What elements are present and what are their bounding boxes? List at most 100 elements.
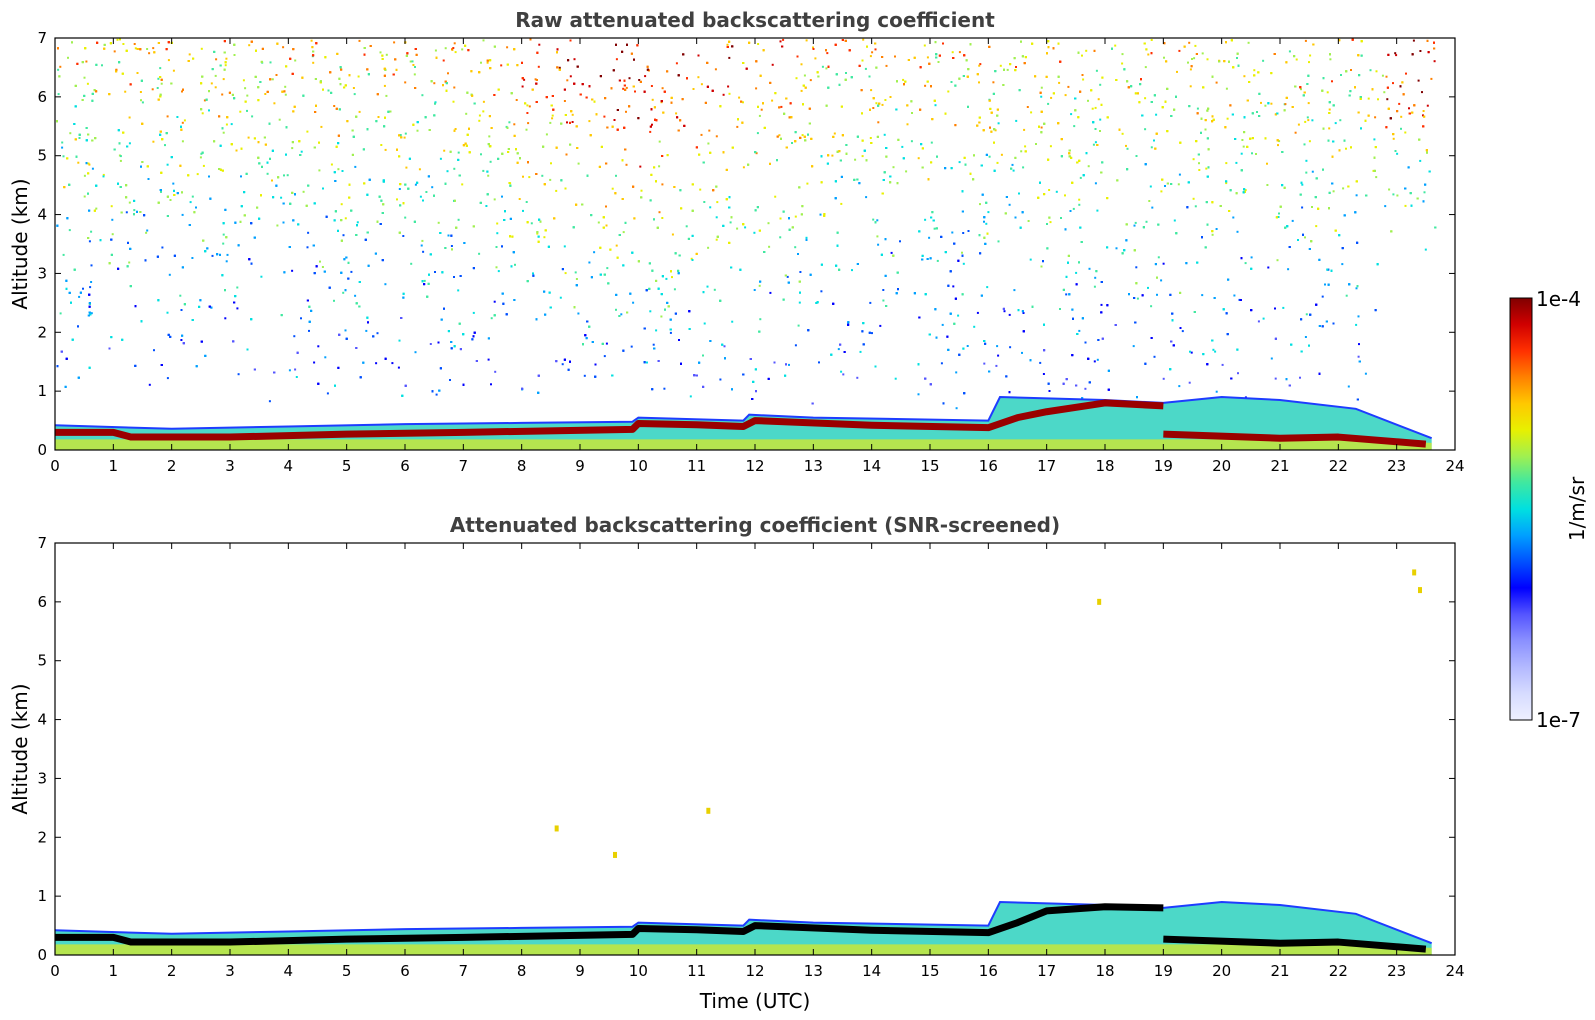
noise-pixel [271, 78, 274, 81]
noise-pixel [160, 190, 162, 193]
noise-pixel [1092, 143, 1095, 146]
noise-pixel [1176, 70, 1178, 73]
noise-pixel [1405, 72, 1407, 75]
noise-pixel [877, 243, 880, 246]
noise-pixel [169, 199, 172, 201]
noise-pixel [1147, 53, 1150, 56]
noise-pixel [1153, 355, 1156, 358]
noise-pixel [630, 345, 633, 348]
noise-pixel [713, 288, 716, 291]
noise-pixel [283, 174, 285, 177]
noise-pixel [605, 205, 607, 208]
noise-pixel [906, 123, 909, 126]
noise-pixel [625, 110, 627, 113]
noise-pixel [140, 99, 142, 102]
noise-pixel [1331, 80, 1333, 83]
noise-pixel [1047, 102, 1050, 105]
noise-pixel [1135, 155, 1138, 157]
noise-pixel [779, 217, 782, 220]
noise-pixel [1150, 305, 1153, 308]
noise-pixel [902, 78, 905, 81]
noise-pixel [800, 63, 803, 66]
noise-pixel [1423, 191, 1426, 194]
noise-pixel [128, 142, 131, 145]
noise-pixel [146, 229, 149, 232]
noise-pixel [962, 262, 965, 265]
noise-pixel [736, 227, 739, 230]
noise-pixel [1274, 377, 1277, 380]
noise-pixel [1192, 158, 1195, 161]
noise-pixel [201, 112, 204, 115]
noise-pixel [1383, 91, 1386, 94]
noise-pixel [236, 286, 239, 289]
noise-pixel [1188, 105, 1191, 108]
noise-pixel [794, 215, 797, 218]
noise-pixel [574, 271, 577, 274]
noise-pixel [439, 157, 442, 160]
noise-pixel [559, 296, 562, 299]
noise-pixel [700, 133, 703, 136]
noise-pixel [1225, 87, 1228, 90]
noise-pixel [894, 377, 897, 380]
noise-pixel [1094, 106, 1097, 109]
noise-pixel [423, 279, 426, 282]
noise-pixel [946, 335, 949, 338]
noise-pixel [83, 76, 86, 79]
noise-pixel [1093, 360, 1096, 363]
noise-pixel [288, 369, 291, 372]
noise-pixel [1070, 113, 1073, 116]
noise-pixel [472, 311, 475, 314]
noise-pixel [421, 94, 424, 97]
noise-pixel [951, 231, 954, 234]
noise-pixel [703, 322, 706, 325]
noise-pixel [1419, 50, 1422, 52]
noise-pixel [1309, 54, 1312, 57]
noise-pixel [496, 232, 499, 235]
noise-pixel [620, 313, 623, 316]
noise-pixel [564, 272, 567, 275]
noise-pixel [1194, 44, 1197, 47]
noise-pixel [344, 217, 347, 220]
noise-pixel [660, 315, 663, 318]
noise-pixel [307, 231, 310, 234]
noise-pixel [1064, 194, 1066, 197]
noise-pixel [615, 174, 617, 177]
noise-pixel [90, 281, 93, 283]
noise-pixel [1238, 298, 1241, 301]
noise-pixel [128, 116, 131, 119]
noise-pixel [1392, 82, 1394, 85]
noise-pixel [450, 245, 453, 247]
noise-pixel [549, 121, 552, 124]
noise-pixel [1121, 62, 1124, 65]
noise-pixel [1221, 363, 1224, 366]
noise-pixel [606, 267, 609, 270]
noise-pixel [1030, 111, 1033, 114]
noise-pixel [1215, 81, 1218, 84]
noise-pixel [1408, 107, 1410, 110]
noise-pixel [767, 222, 770, 225]
noise-pixel [997, 240, 1000, 243]
noise-pixel [1386, 98, 1389, 101]
noise-pixel [85, 60, 88, 63]
noise-pixel [179, 294, 182, 297]
noise-pixel [651, 98, 654, 101]
noise-pixel [1400, 127, 1402, 130]
noise-pixel [78, 137, 81, 139]
noise-pixel [669, 331, 672, 334]
noise-pixel [988, 155, 991, 158]
noise-pixel [651, 123, 653, 126]
noise-pixel [649, 310, 652, 313]
noise-pixel [1277, 144, 1279, 147]
noise-pixel [482, 169, 485, 172]
noise-pixel [1412, 39, 1415, 42]
noise-pixel [890, 251, 893, 254]
noise-pixel [282, 46, 285, 49]
noise-pixel [1121, 53, 1124, 56]
noise-pixel [527, 122, 530, 125]
noise-pixel [706, 285, 709, 288]
noise-pixel [760, 108, 763, 111]
noise-pixel [191, 195, 194, 198]
noise-pixel [797, 324, 800, 327]
noise-pixel [837, 348, 840, 351]
noise-pixel [528, 105, 531, 108]
